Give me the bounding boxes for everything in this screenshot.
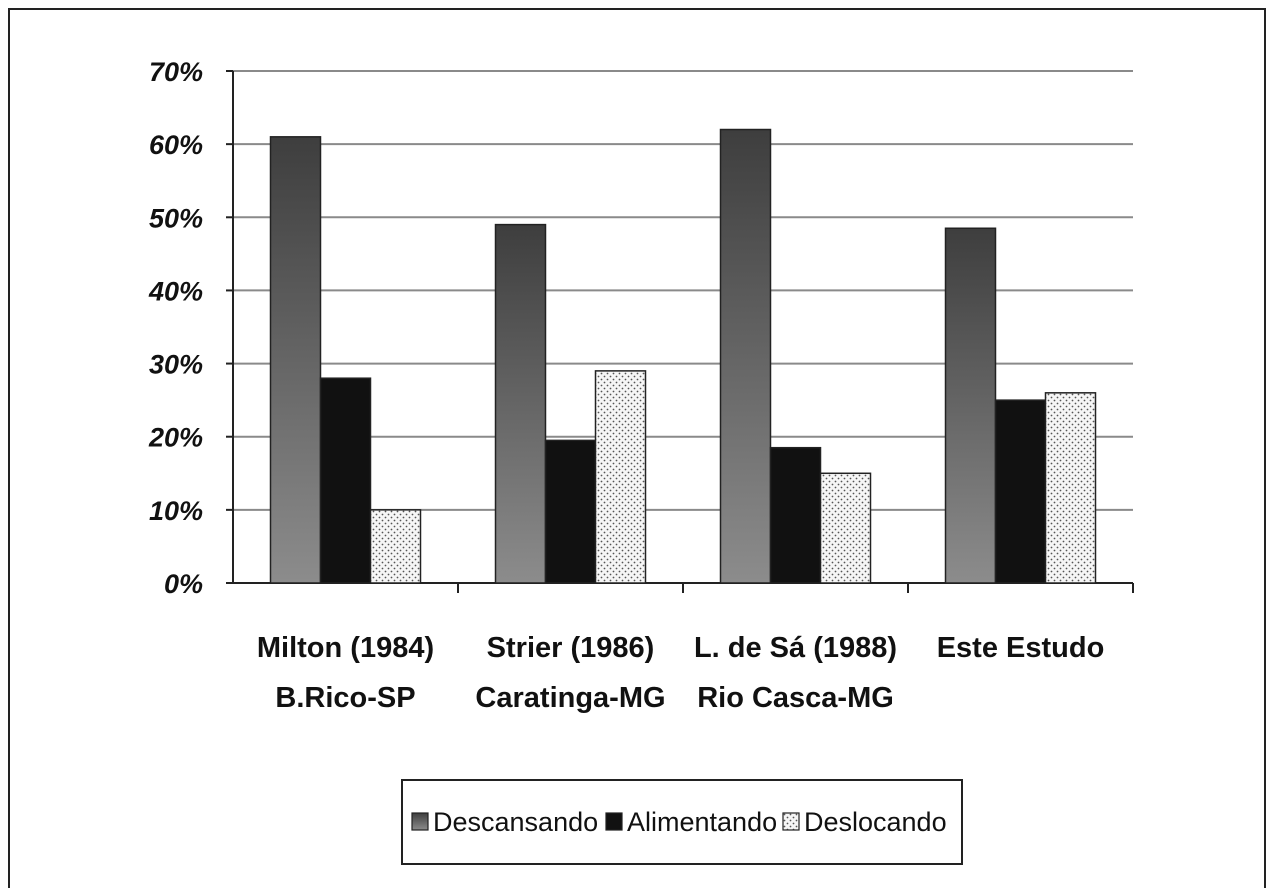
y-tick-label: 50% — [149, 203, 203, 233]
y-tick-label: 60% — [149, 130, 203, 160]
y-tick-label: 40% — [148, 276, 203, 306]
x-category-label: Strier (1986) — [487, 632, 655, 664]
bar-alimentando — [994, 399, 1047, 584]
legend-label: Alimentando — [627, 807, 777, 837]
x-category-label: Este Estudo — [937, 632, 1105, 664]
bar-alimentando — [319, 377, 372, 584]
bar-descansando — [719, 128, 772, 584]
y-tick-label: 20% — [148, 423, 203, 453]
bar-deslocando — [369, 509, 422, 584]
legend-label: Deslocando — [804, 807, 947, 837]
legend-swatch — [411, 812, 429, 831]
y-tick-label: 10% — [149, 496, 203, 526]
bar-descansando — [494, 223, 547, 584]
legend-box — [401, 779, 963, 865]
y-tick-label: 30% — [149, 350, 203, 380]
x-category-label: L. de Sá (1988) — [694, 632, 897, 664]
bar-alimentando — [769, 446, 822, 584]
bar-deslocando — [594, 370, 647, 584]
y-tick-label: 0% — [164, 569, 203, 599]
y-tick-label: 70% — [149, 57, 203, 87]
bar-alimentando — [544, 439, 597, 584]
x-category-label: Milton (1984) — [257, 632, 434, 664]
bar-descansando — [269, 136, 322, 584]
legend-label: Descansando — [433, 807, 598, 837]
x-category-label: B.Rico-SP — [275, 682, 415, 714]
x-category-label: Caratinga-MG — [475, 682, 665, 714]
bar-deslocando — [819, 472, 872, 584]
bar-descansando — [944, 227, 997, 584]
legend-swatch — [605, 812, 623, 831]
legend-swatch — [782, 812, 800, 831]
x-category-label: Rio Casca-MG — [697, 682, 894, 714]
bar-deslocando — [1044, 392, 1097, 584]
